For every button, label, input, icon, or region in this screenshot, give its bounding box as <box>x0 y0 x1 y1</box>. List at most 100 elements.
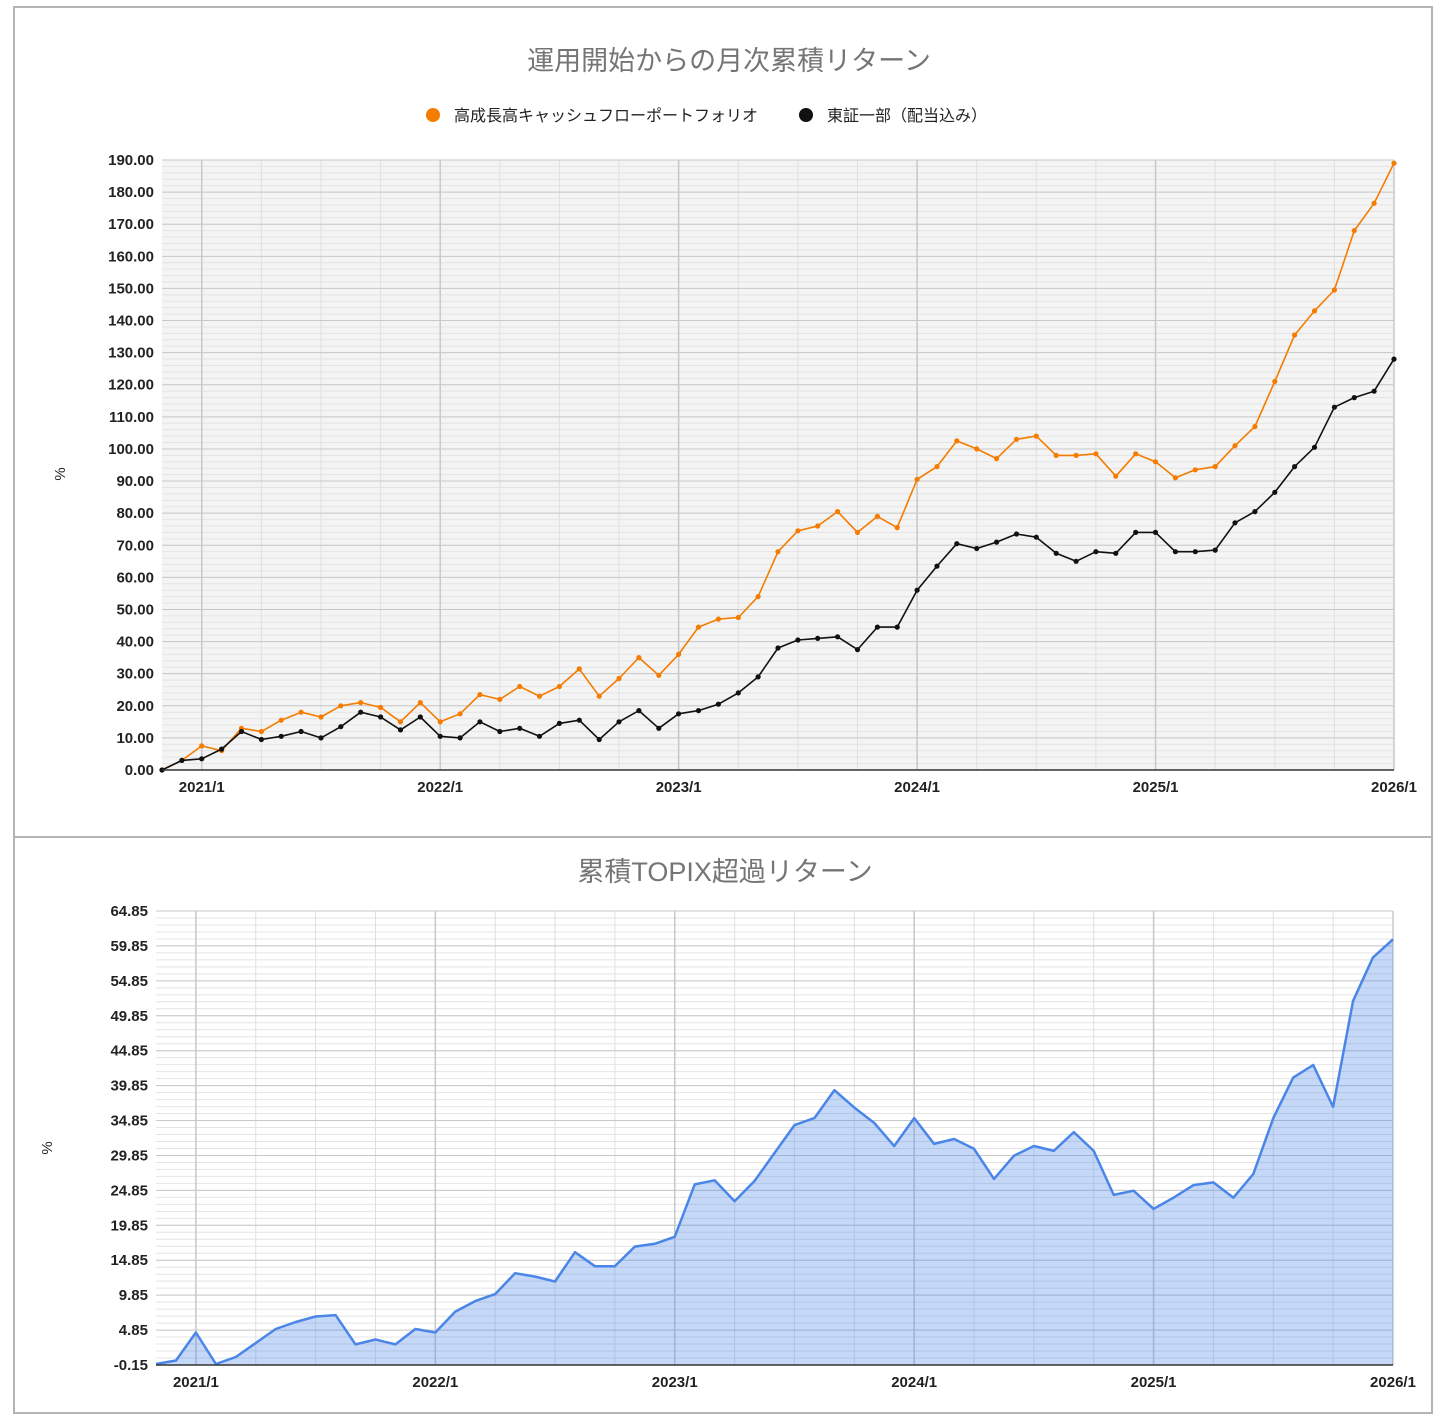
legend-marker-topix <box>799 108 813 122</box>
y-tick-label: 0.00 <box>125 762 154 779</box>
data-point-portfolio <box>258 728 264 735</box>
y-tick-label: 30.00 <box>116 666 154 683</box>
y-tick-label: 160.00 <box>108 248 154 265</box>
data-point-topix <box>517 725 523 731</box>
data-point-topix <box>1033 534 1039 540</box>
y-axis-label: % <box>52 467 69 480</box>
data-point-topix <box>835 634 841 640</box>
x-tick-label: 2025/1 <box>1131 1374 1177 1391</box>
x-tick-label: 2024/1 <box>891 1374 937 1391</box>
legend-label-portfolio: 高成長高キャッシュフローポートフォリオ <box>454 107 758 125</box>
x-tick-label: 2022/1 <box>417 779 463 796</box>
data-point-topix <box>258 736 264 743</box>
legend: 高成長高キャッシュフローポートフォリオ 東証一部（配当込み） <box>426 107 987 125</box>
data-point-portfolio <box>1093 451 1099 457</box>
data-point-topix <box>556 720 563 727</box>
data-point-portfolio <box>477 692 483 698</box>
y-tick-label: 19.85 <box>110 1217 148 1234</box>
data-point-topix <box>914 587 920 593</box>
plot-background <box>156 911 1393 1365</box>
data-point-portfolio <box>576 666 582 672</box>
y-tick-label: -0.15 <box>114 1357 148 1374</box>
data-point-topix <box>735 690 741 696</box>
data-point-portfolio <box>755 594 761 600</box>
data-point-portfolio <box>397 719 404 725</box>
data-point-portfolio <box>1172 475 1178 481</box>
data-point-portfolio <box>378 704 384 711</box>
x-tick-label: 2023/1 <box>656 779 702 796</box>
y-axis-label: % <box>39 1141 56 1154</box>
data-point-topix <box>179 757 185 764</box>
data-point-portfolio <box>835 509 841 515</box>
data-point-topix <box>795 637 801 643</box>
data-point-topix <box>417 714 423 720</box>
data-point-topix <box>1073 558 1079 564</box>
data-point-portfolio <box>1073 452 1079 458</box>
data-point-portfolio <box>278 717 284 723</box>
data-point-topix <box>1311 444 1318 450</box>
legend-marker-portfolio <box>426 108 440 122</box>
data-point-topix <box>1133 529 1139 536</box>
data-point-portfolio <box>556 683 563 690</box>
series-line <box>155 938 1394 1366</box>
data-point-topix <box>1152 529 1159 536</box>
x-tick-label: 2026/1 <box>1370 1374 1416 1391</box>
data-point-portfolio <box>1053 452 1059 458</box>
data-point-portfolio <box>954 438 960 444</box>
data-point-portfolio <box>437 719 443 725</box>
data-point-portfolio <box>994 456 1000 462</box>
y-tick-label: 49.85 <box>110 1008 148 1025</box>
y-tick-label: 60.00 <box>116 569 154 586</box>
data-point-topix <box>1172 549 1178 555</box>
data-point-portfolio <box>1113 473 1119 479</box>
data-point-portfolio <box>676 651 682 658</box>
data-point-portfolio <box>874 513 881 519</box>
x-tick-label: 2024/1 <box>894 779 940 796</box>
y-tick-label: 120.00 <box>108 377 154 394</box>
data-point-portfolio <box>1272 378 1278 385</box>
data-point-portfolio <box>1232 443 1238 449</box>
data-point-topix <box>437 733 443 739</box>
data-point-topix <box>656 725 662 731</box>
data-point-portfolio <box>417 700 423 706</box>
data-point-topix <box>1272 489 1278 495</box>
cumulative-return-panel: 運用開始からの月次累積リターン 高成長高キャッシュフローポートフォリオ 東証一部… <box>13 6 1433 838</box>
x-tick-label: 2026/1 <box>1371 779 1417 796</box>
data-point-portfolio <box>854 529 861 536</box>
data-point-portfolio <box>934 464 940 470</box>
data-point-topix <box>358 709 364 715</box>
data-point-portfolio <box>1331 287 1337 293</box>
data-point-portfolio <box>735 614 741 621</box>
data-point-topix <box>338 724 344 730</box>
y-tick-label: 150.00 <box>108 280 154 297</box>
data-point-topix <box>815 635 821 642</box>
data-point-topix <box>854 647 861 653</box>
data-point-portfolio <box>914 476 920 482</box>
chart-title: 累積TOPIX超過リターン <box>577 857 872 887</box>
y-tick-label: 10.00 <box>116 730 154 747</box>
data-point-portfolio <box>1192 467 1198 473</box>
data-point-portfolio <box>715 616 722 622</box>
data-point-topix <box>1212 547 1218 553</box>
y-tick-label: 54.85 <box>110 973 148 990</box>
data-point-portfolio <box>457 711 463 717</box>
excess-return-chart: 累積TOPIX超過リターン % 64.85 59.85 54.85 49.85 44.8… <box>39 857 1416 1391</box>
plot-area: 190.00 180.00 170.00 160.00 150.00 140.00 130.… <box>108 152 1417 796</box>
y-tick-label: 34.85 <box>110 1113 148 1130</box>
chart-title: 運用開始からの月次累積リターン <box>527 46 931 76</box>
data-point-portfolio <box>695 624 702 630</box>
data-point-topix <box>1093 549 1099 555</box>
data-point-topix <box>1252 509 1258 515</box>
data-point-topix <box>1292 464 1298 470</box>
y-tick-label: 190.00 <box>108 152 154 169</box>
y-tick-label: 180.00 <box>108 184 154 201</box>
data-point-portfolio <box>616 675 622 682</box>
data-point-portfolio <box>318 714 324 720</box>
y-tick-label: 80.00 <box>116 505 154 522</box>
x-tick-label: 2021/1 <box>179 779 225 796</box>
data-point-portfolio <box>298 709 304 715</box>
data-point-topix <box>199 756 205 762</box>
y-tick-label: 59.85 <box>110 938 148 955</box>
data-point-portfolio <box>1311 308 1318 314</box>
data-point-topix <box>1371 388 1377 394</box>
